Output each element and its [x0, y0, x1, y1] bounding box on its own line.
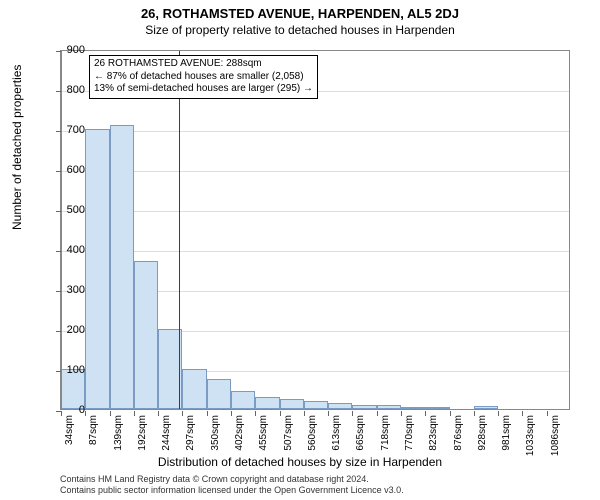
ytick-label: 800 — [45, 84, 85, 96]
xtick-mark — [425, 411, 426, 416]
bar — [377, 405, 401, 409]
bar — [304, 401, 328, 409]
bar — [401, 407, 425, 409]
bar — [255, 397, 279, 409]
ytick-label: 200 — [45, 324, 85, 336]
bar — [425, 407, 449, 409]
baseline — [61, 51, 62, 409]
ytick-label: 300 — [45, 284, 85, 296]
gridline — [61, 171, 569, 172]
ytick-label: 900 — [45, 44, 85, 56]
xtick-label: 350sqm — [210, 415, 221, 451]
xtick-mark — [280, 411, 281, 416]
xtick-mark — [377, 411, 378, 416]
bar — [134, 261, 158, 409]
xtick-label: 507sqm — [283, 415, 294, 451]
xtick-label: 823sqm — [428, 415, 439, 451]
bar — [182, 369, 206, 409]
xtick-label: 665sqm — [355, 415, 366, 451]
xtick-mark — [522, 411, 523, 416]
xtick-label: 928sqm — [477, 415, 488, 451]
xtick-mark — [304, 411, 305, 416]
xtick-label: 981sqm — [501, 415, 512, 451]
ytick-label: 0 — [45, 404, 85, 416]
gridline — [61, 251, 569, 252]
bar — [110, 125, 134, 409]
bar — [231, 391, 255, 409]
xtick-mark — [498, 411, 499, 416]
xtick-label: 87sqm — [88, 415, 99, 445]
plot: 34sqm87sqm139sqm192sqm244sqm297sqm350sqm… — [60, 50, 570, 410]
bar — [328, 403, 352, 409]
bar — [352, 405, 376, 409]
ytick-label: 500 — [45, 204, 85, 216]
gridline — [61, 131, 569, 132]
y-axis-label: Number of detached properties — [10, 65, 24, 230]
xtick-label: 1033sqm — [525, 415, 536, 456]
xtick-label: 297sqm — [185, 415, 196, 451]
xtick-mark — [85, 411, 86, 416]
xtick-label: 244sqm — [161, 415, 172, 451]
xtick-label: 560sqm — [307, 415, 318, 451]
xtick-label: 402sqm — [234, 415, 245, 451]
xtick-label: 34sqm — [64, 415, 75, 445]
xtick-label: 718sqm — [380, 415, 391, 451]
xtick-label: 1086sqm — [550, 415, 561, 456]
chart-area: 34sqm87sqm139sqm192sqm244sqm297sqm350sqm… — [60, 50, 570, 410]
xtick-mark — [231, 411, 232, 416]
xtick-label: 770sqm — [404, 415, 415, 451]
annotation-line: 13% of semi-detached houses are larger (… — [94, 83, 313, 96]
xtick-label: 139sqm — [113, 415, 124, 451]
bar — [85, 129, 109, 409]
marker-line — [179, 51, 180, 409]
ytick-label: 700 — [45, 124, 85, 136]
bar — [280, 399, 304, 409]
xtick-label: 613sqm — [331, 415, 342, 451]
xtick-mark — [158, 411, 159, 416]
annotation-line: 26 ROTHAMSTED AVENUE: 288sqm — [94, 58, 313, 71]
attribution: Contains HM Land Registry data © Crown c… — [60, 474, 404, 496]
attr-line2: Contains public sector information licen… — [60, 485, 404, 496]
annotation-line: ← 87% of detached houses are smaller (2,… — [94, 71, 313, 84]
bar — [207, 379, 231, 409]
xtick-mark — [547, 411, 548, 416]
xtick-label: 455sqm — [258, 415, 269, 451]
ytick-label: 100 — [45, 364, 85, 376]
xtick-mark — [255, 411, 256, 416]
x-axis-label: Distribution of detached houses by size … — [0, 455, 600, 469]
xtick-mark — [352, 411, 353, 416]
bar — [474, 406, 498, 409]
ytick-label: 600 — [45, 164, 85, 176]
ytick-label: 400 — [45, 244, 85, 256]
xtick-mark — [450, 411, 451, 416]
annotation-box: 26 ROTHAMSTED AVENUE: 288sqm← 87% of det… — [89, 55, 318, 99]
xtick-mark — [110, 411, 111, 416]
gridline — [61, 211, 569, 212]
xtick-mark — [207, 411, 208, 416]
xtick-mark — [328, 411, 329, 416]
xtick-label: 192sqm — [137, 415, 148, 451]
xtick-mark — [182, 411, 183, 416]
xtick-mark — [401, 411, 402, 416]
xtick-mark — [134, 411, 135, 416]
attr-line1: Contains HM Land Registry data © Crown c… — [60, 474, 404, 485]
xtick-label: 876sqm — [453, 415, 464, 451]
xtick-mark — [474, 411, 475, 416]
chart-subtitle: Size of property relative to detached ho… — [0, 21, 600, 37]
chart-title: 26, ROTHAMSTED AVENUE, HARPENDEN, AL5 2D… — [0, 0, 600, 21]
